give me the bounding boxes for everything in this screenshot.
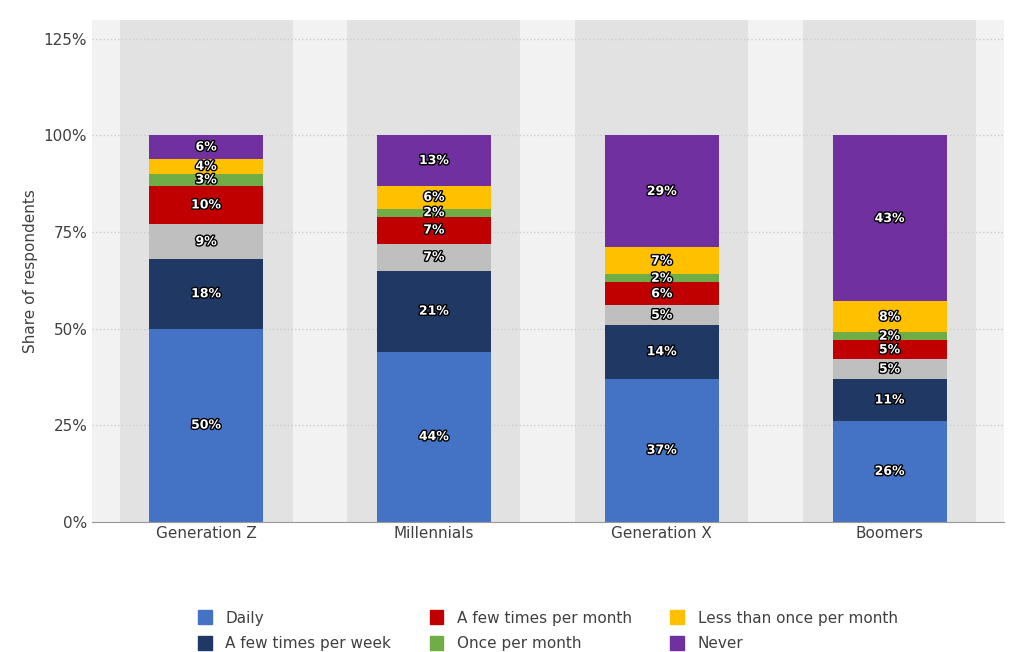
Bar <box>605 379 719 522</box>
Bar <box>377 244 490 271</box>
Bar <box>377 186 490 209</box>
Text: 6%: 6% <box>423 190 444 203</box>
Bar <box>605 274 719 282</box>
Text: 7%: 7% <box>651 254 673 267</box>
Bar <box>605 136 719 247</box>
Bar <box>377 209 490 216</box>
Y-axis label: Share of respondents: Share of respondents <box>24 188 38 353</box>
Bar <box>575 20 749 522</box>
Text: 6%: 6% <box>651 288 673 301</box>
Bar <box>150 259 263 329</box>
Text: 5%: 5% <box>651 308 673 321</box>
Bar <box>833 340 946 359</box>
Text: 2%: 2% <box>879 330 900 343</box>
Bar <box>150 174 263 186</box>
Text: 13%: 13% <box>419 154 449 167</box>
Text: 6%: 6% <box>196 140 217 153</box>
Legend: Daily, A few times per week, Once per week, A few times per month, Once per mont: Daily, A few times per week, Once per we… <box>191 604 904 652</box>
Bar <box>833 421 946 522</box>
Bar <box>120 20 293 522</box>
Text: 44%: 44% <box>419 430 449 443</box>
Bar <box>605 325 719 379</box>
Bar <box>833 333 946 340</box>
Bar <box>833 379 946 421</box>
Bar <box>833 301 946 333</box>
Bar <box>803 20 976 522</box>
Text: 4%: 4% <box>196 160 217 173</box>
Text: 43%: 43% <box>874 212 904 225</box>
Bar <box>377 216 490 244</box>
Text: 2%: 2% <box>651 272 673 285</box>
Text: 5%: 5% <box>879 343 900 356</box>
Text: 50%: 50% <box>191 419 221 432</box>
Text: 7%: 7% <box>423 224 444 237</box>
Bar <box>150 224 263 259</box>
Bar <box>150 329 263 522</box>
Bar <box>377 136 490 186</box>
Text: 5%: 5% <box>879 363 900 376</box>
Bar <box>377 271 490 351</box>
Text: 11%: 11% <box>874 393 904 406</box>
Bar <box>150 186 263 224</box>
Text: 2%: 2% <box>423 206 444 219</box>
Bar <box>347 20 520 522</box>
Bar <box>605 282 719 305</box>
Text: 10%: 10% <box>191 198 221 211</box>
Text: 14%: 14% <box>647 345 677 358</box>
Text: 18%: 18% <box>191 288 221 301</box>
Text: 37%: 37% <box>647 443 677 456</box>
Text: 8%: 8% <box>879 310 900 323</box>
Text: 3%: 3% <box>196 173 217 186</box>
Bar <box>377 351 490 522</box>
Text: 9%: 9% <box>196 235 217 248</box>
Text: 7%: 7% <box>423 250 444 263</box>
Text: 26%: 26% <box>874 465 904 478</box>
Bar <box>150 136 263 158</box>
Text: 21%: 21% <box>419 304 449 318</box>
Bar <box>605 247 719 274</box>
Bar <box>150 158 263 174</box>
Bar <box>833 136 946 301</box>
Bar <box>605 305 719 325</box>
Bar <box>833 359 946 379</box>
Text: 29%: 29% <box>647 185 677 198</box>
